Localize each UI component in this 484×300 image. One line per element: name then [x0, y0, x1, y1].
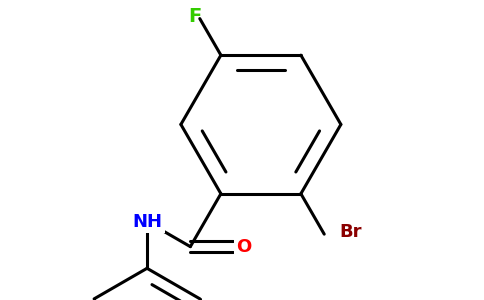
Text: Br: Br: [340, 223, 363, 241]
Text: O: O: [236, 238, 251, 256]
Text: F: F: [189, 7, 202, 26]
Text: NH: NH: [132, 213, 162, 231]
